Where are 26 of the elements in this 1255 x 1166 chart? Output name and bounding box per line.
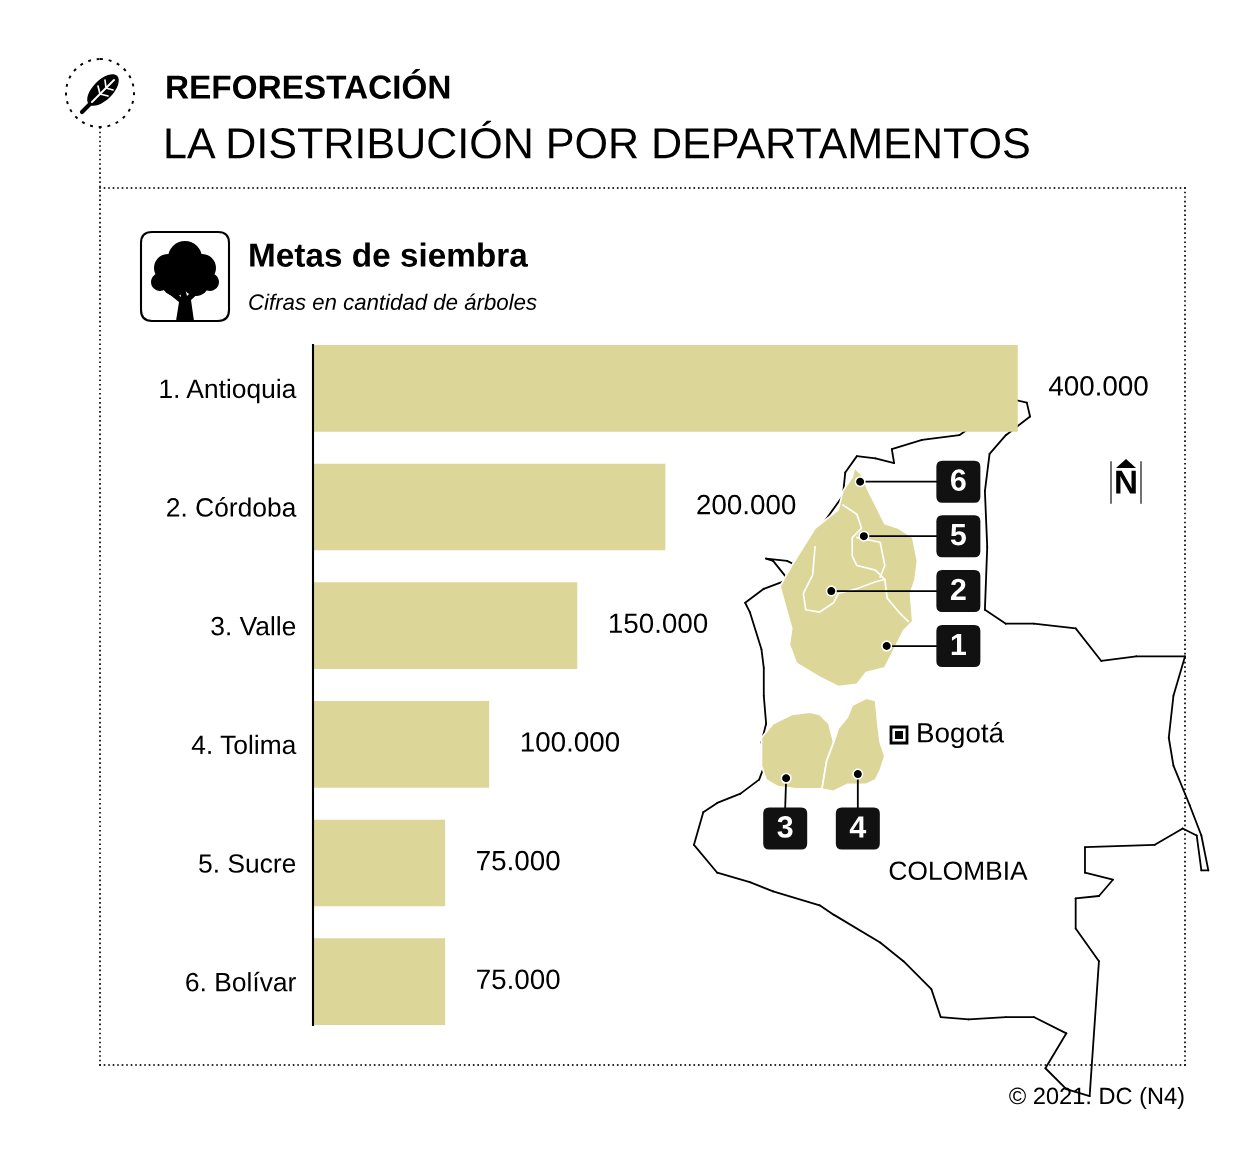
- y-tick-label: 4. Tolima: [191, 734, 297, 755]
- annotation: Bogotá: [918, 721, 1005, 749]
- y-tick-label: 5. Sucre: [199, 854, 296, 873]
- data-label: 400.000: [1048, 376, 1148, 396]
- y-tick-label: 2. Córdoba: [167, 497, 297, 517]
- data-label: 100.000: [521, 732, 620, 752]
- annotation: 1: [951, 633, 967, 655]
- y-tick-label: 6. Bolívar: [186, 971, 296, 992]
- annotation: COLOMBIA: [889, 861, 1028, 881]
- annotation: 3: [777, 816, 793, 838]
- data-label: 75.000: [477, 969, 560, 990]
- annotation: 6: [950, 469, 966, 491]
- annotation: 5: [950, 524, 967, 546]
- annotation: 4: [849, 816, 867, 838]
- chart-title: REFORESTACIÓN: [167, 69, 450, 99]
- chart-subtitle: LA DISTRIBUCIÓN POR DEPARTAMENTOS: [166, 120, 1029, 159]
- data-label: 75.000: [477, 850, 560, 871]
- text: N: [1116, 470, 1136, 494]
- text: Cifras en cantidad de árboles: [249, 293, 537, 310]
- annotation: 2: [950, 578, 966, 601]
- y-tick-label: 1. Antioquia: [160, 378, 297, 404]
- text: © 2021. DC (N4): [1009, 1086, 1184, 1109]
- data-label: 200.000: [697, 494, 796, 515]
- data-label: 150.000: [609, 613, 708, 634]
- y-tick-label: 3. Valle: [211, 616, 296, 636]
- text: Metas de siembra: [250, 242, 528, 267]
